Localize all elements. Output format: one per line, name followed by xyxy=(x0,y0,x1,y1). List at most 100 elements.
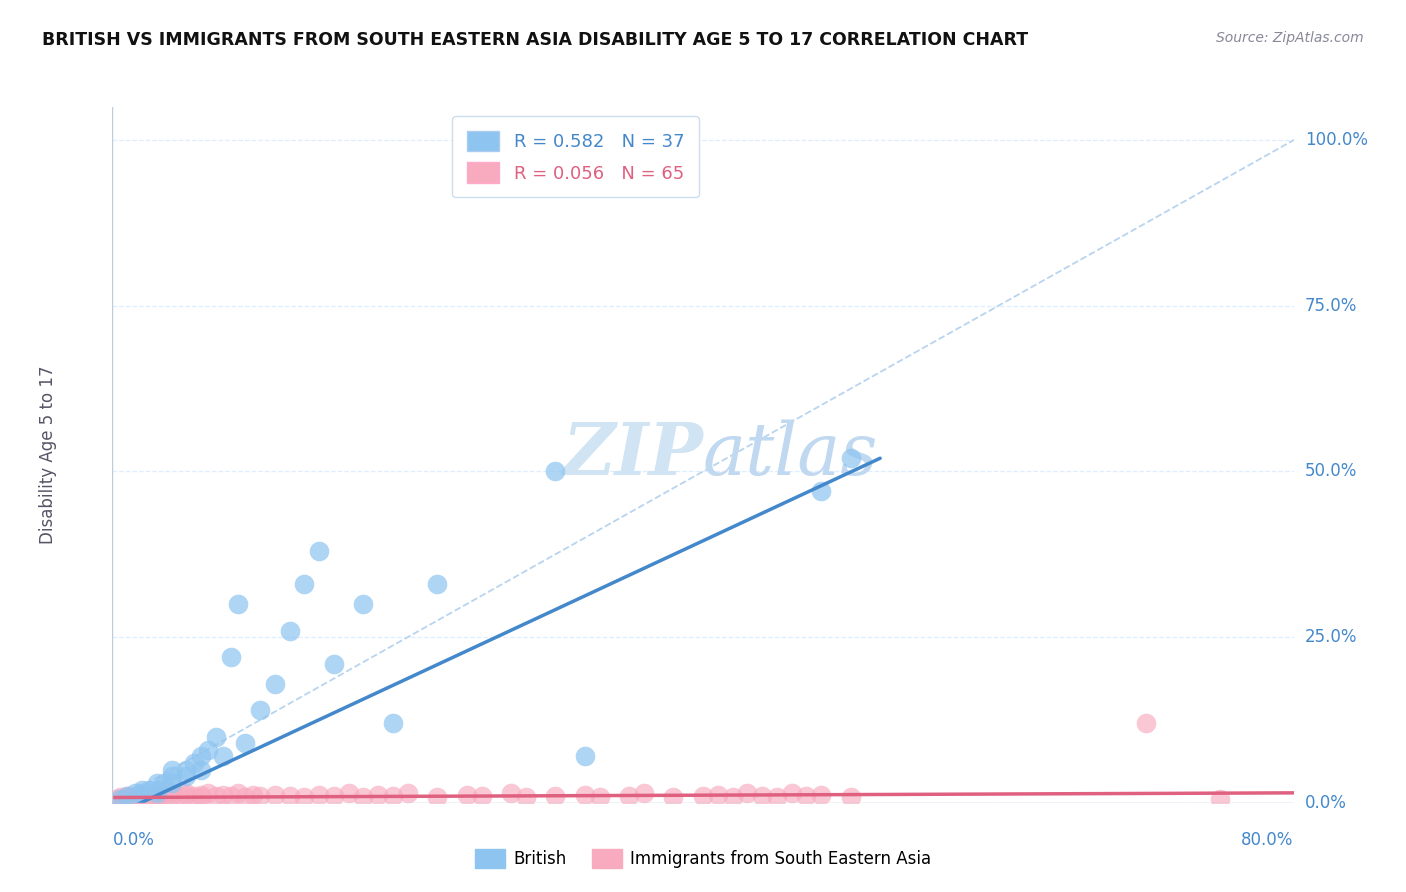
Point xyxy=(212,749,235,764)
Text: 100.0%: 100.0% xyxy=(1305,131,1368,149)
Point xyxy=(737,786,759,800)
Point xyxy=(120,790,142,805)
Point xyxy=(190,749,212,764)
Point xyxy=(1208,792,1232,806)
Point xyxy=(264,676,287,690)
Text: 0.0%: 0.0% xyxy=(1305,794,1347,812)
Point xyxy=(174,788,197,802)
Point xyxy=(662,790,685,805)
Text: 80.0%: 80.0% xyxy=(1241,830,1294,848)
Point xyxy=(382,789,405,804)
Point xyxy=(160,786,183,800)
Point xyxy=(233,736,256,750)
Point xyxy=(515,790,537,805)
Point xyxy=(205,789,228,804)
Point xyxy=(233,790,256,805)
Point xyxy=(810,484,832,499)
Point xyxy=(117,789,138,804)
Point xyxy=(160,763,183,777)
Point xyxy=(117,789,138,804)
Text: BRITISH VS IMMIGRANTS FROM SOUTH EASTERN ASIA DISABILITY AGE 5 TO 17 CORRELATION: BRITISH VS IMMIGRANTS FROM SOUTH EASTERN… xyxy=(42,31,1028,49)
Text: 25.0%: 25.0% xyxy=(1305,628,1357,646)
Point xyxy=(183,756,205,770)
Point xyxy=(131,786,153,800)
Point xyxy=(108,790,131,805)
Point xyxy=(174,786,197,800)
Point xyxy=(292,577,315,591)
Point xyxy=(278,624,301,638)
Point xyxy=(160,789,183,804)
Point xyxy=(131,782,153,797)
Point xyxy=(249,789,271,804)
Point xyxy=(242,788,264,802)
Point xyxy=(219,650,242,665)
Point xyxy=(190,790,212,805)
Point xyxy=(174,763,197,777)
Text: Disability Age 5 to 17: Disability Age 5 to 17 xyxy=(38,366,56,544)
Point xyxy=(167,789,190,804)
Point xyxy=(396,786,419,800)
Point xyxy=(249,703,271,717)
Point xyxy=(105,792,128,806)
Point xyxy=(337,786,360,800)
Point xyxy=(574,749,596,764)
Point xyxy=(426,577,449,591)
Point xyxy=(721,790,744,805)
Point xyxy=(138,789,160,804)
Point xyxy=(766,790,789,805)
Point xyxy=(124,789,146,804)
Point xyxy=(544,789,567,804)
Point xyxy=(456,788,478,802)
Point xyxy=(780,786,803,800)
Point xyxy=(226,597,249,611)
Text: 0.0%: 0.0% xyxy=(112,830,155,848)
Point xyxy=(323,789,346,804)
Point xyxy=(124,786,146,800)
Point xyxy=(131,788,153,802)
Point xyxy=(131,789,153,804)
Text: Source: ZipAtlas.com: Source: ZipAtlas.com xyxy=(1216,31,1364,45)
Text: ZIP: ZIP xyxy=(562,419,703,491)
Point xyxy=(160,776,183,790)
Point xyxy=(382,716,405,731)
Point xyxy=(226,786,249,800)
Point xyxy=(160,769,183,783)
Point xyxy=(219,789,242,804)
Point xyxy=(197,743,219,757)
Point xyxy=(190,788,212,802)
Point xyxy=(692,789,714,804)
Point xyxy=(190,763,212,777)
Point xyxy=(501,786,523,800)
Point xyxy=(212,788,235,802)
Text: atlas: atlas xyxy=(703,419,879,491)
Point xyxy=(1135,716,1157,731)
Point xyxy=(751,789,773,804)
Point xyxy=(205,730,228,744)
Point xyxy=(108,792,131,806)
Point xyxy=(470,789,494,804)
Point xyxy=(839,451,862,466)
Point xyxy=(426,790,449,805)
Point xyxy=(197,786,219,800)
Point xyxy=(128,790,150,805)
Point xyxy=(352,790,374,805)
Point xyxy=(146,776,169,790)
Text: 75.0%: 75.0% xyxy=(1305,297,1357,315)
Point xyxy=(633,786,655,800)
Point xyxy=(839,790,862,805)
Point xyxy=(588,790,610,805)
Point xyxy=(544,465,567,479)
Point xyxy=(796,789,818,804)
Point xyxy=(146,789,169,804)
Point xyxy=(117,790,138,805)
Point xyxy=(619,789,641,804)
Point xyxy=(308,788,330,802)
Point xyxy=(278,789,301,804)
Point xyxy=(138,782,160,797)
Legend: R = 0.582   N = 37, R = 0.056   N = 65: R = 0.582 N = 37, R = 0.056 N = 65 xyxy=(453,116,699,197)
Point xyxy=(352,597,374,611)
Point xyxy=(706,788,728,802)
Legend: British, Immigrants from South Eastern Asia: British, Immigrants from South Eastern A… xyxy=(468,842,938,875)
Point xyxy=(292,790,315,805)
Point xyxy=(153,776,176,790)
